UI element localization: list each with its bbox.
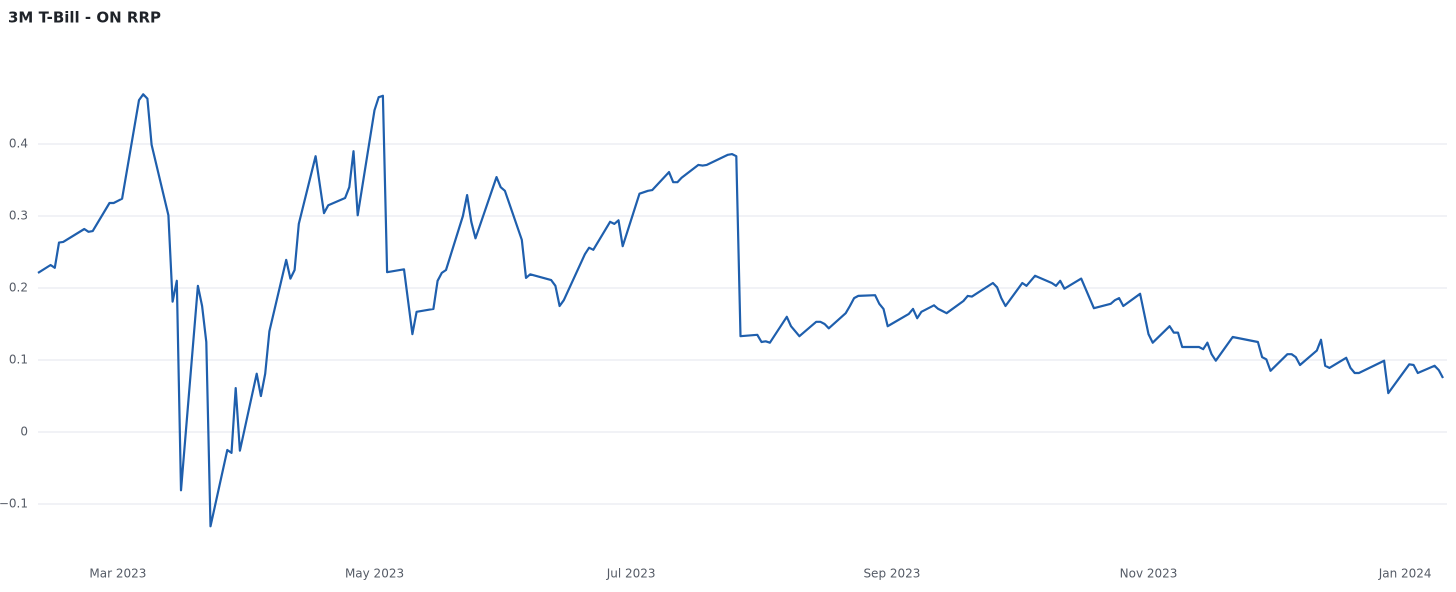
x-tick-label: Mar 2023 (89, 567, 146, 581)
x-tick-label: Jan 2024 (1378, 567, 1432, 581)
y-tick-label: 0.4 (9, 137, 28, 151)
data-line (37, 93, 1444, 528)
x-tick-label: May 2023 (345, 567, 404, 581)
x-tick-label: Sep 2023 (863, 567, 920, 581)
x-tick-label: Jul 2023 (606, 567, 656, 581)
y-tick-label: 0.2 (9, 281, 28, 295)
y-tick-label: 0.3 (9, 209, 28, 223)
chart-title: 3M T-Bill - ON RRP (8, 9, 161, 27)
y-tick-label: −0.1 (0, 497, 28, 511)
y-tick-label: 0 (20, 425, 28, 439)
x-tick-label: Nov 2023 (1120, 567, 1178, 581)
y-tick-label: 0.1 (9, 353, 28, 367)
